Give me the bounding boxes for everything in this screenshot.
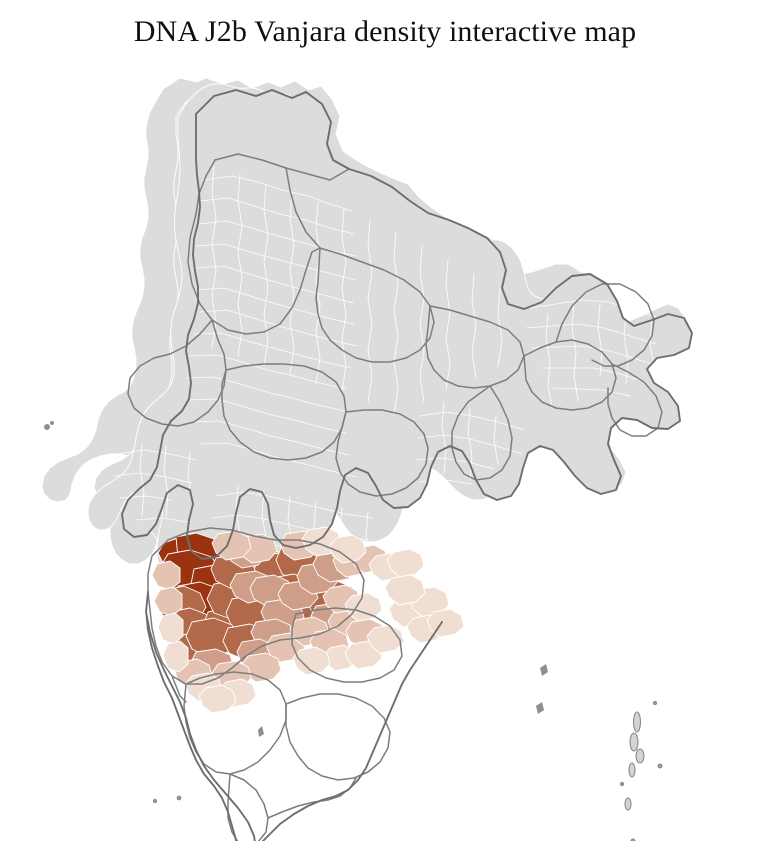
district-gadchiroli[interactable]: [345, 593, 382, 621]
district-mahbubnagar[interactable]: [293, 647, 330, 675]
district-north-ap[interactable]: [385, 575, 425, 605]
district-sindhudurg[interactable]: [163, 641, 188, 672]
district-sangli-south[interactable]: [199, 685, 236, 713]
andaman-nicobar-islands: [619, 700, 663, 841]
district-ratnagiri[interactable]: [158, 613, 183, 644]
country-outline: [122, 90, 692, 559]
detailed-india-map[interactable]: [44, 90, 692, 841]
map-canvas[interactable]: [0, 56, 770, 841]
district-balaghat[interactable]: [329, 535, 366, 563]
district-raigad[interactable]: [154, 587, 182, 616]
coastline-detail: [145, 591, 443, 841]
coastal-specks: [44, 421, 548, 737]
district-thane-palghar[interactable]: [152, 561, 180, 590]
district-khargone[interactable]: [212, 531, 251, 560]
page-title: DNA J2b Vanjara density interactive map: [133, 15, 637, 48]
lakshadweep-islands: [152, 795, 182, 804]
district-durg[interactable]: [387, 549, 424, 577]
india-choropleth-map[interactable]: [0, 56, 770, 841]
